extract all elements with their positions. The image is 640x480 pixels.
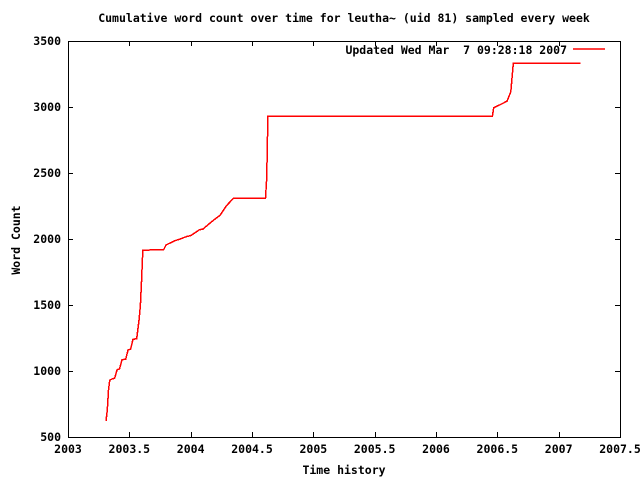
y-tick-label: 1500: [33, 298, 61, 312]
x-tick-label: 2007.5: [599, 442, 640, 456]
x-axis-label: Time history: [302, 463, 386, 477]
plot-border: [68, 41, 621, 438]
y-tick-label: 3500: [33, 34, 61, 48]
x-tick-label: 2004: [176, 442, 205, 456]
y-tick-label: 2500: [33, 166, 61, 180]
x-tick-label: 2006.5: [476, 442, 519, 456]
x-tick-label: 2003: [54, 442, 82, 456]
legend-label: Updated Wed Mar 7 09:28:18 2007: [345, 43, 567, 57]
x-tick-label: 2003.5: [108, 442, 151, 456]
x-tick-label: 2005.5: [353, 442, 396, 456]
x-tick-label: 2004.5: [231, 442, 273, 456]
y-tick-label: 1000: [33, 364, 61, 378]
chart-title: Cumulative word count over time for leut…: [98, 11, 590, 25]
y-tick-label: 2000: [33, 232, 61, 246]
y-tick-label: 500: [40, 430, 61, 444]
x-tick-label: 2006: [422, 442, 450, 456]
data-series-line: [105, 62, 581, 422]
y-tick-label: 3000: [33, 100, 61, 114]
legend-line-sample: [573, 48, 605, 50]
x-tick-label: 2007: [544, 442, 573, 456]
x-tick-label: 2005: [299, 442, 328, 456]
